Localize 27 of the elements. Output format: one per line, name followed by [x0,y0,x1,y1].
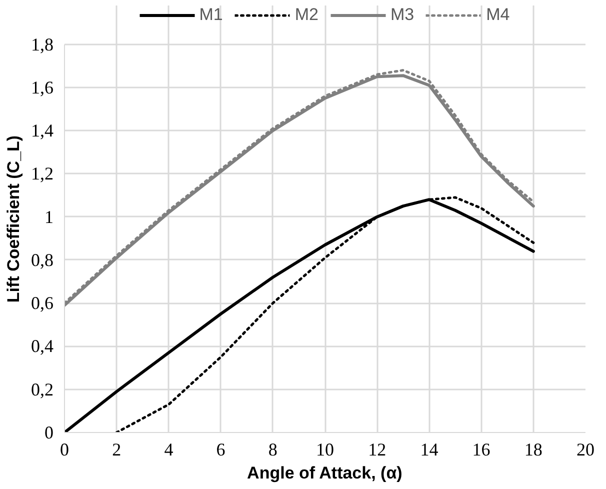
x-tick-label: 8 [268,440,278,460]
x-tick-label: 2 [112,440,122,460]
x-tick-label: 12 [368,440,386,460]
y-tick-label: 0,6 [31,293,54,314]
legend-label: M4 [486,5,510,25]
x-tick-label: 0 [60,440,69,460]
x-tick-label: 18 [524,440,542,460]
legend-label: M1 [199,5,223,25]
x-tick-label: 16 [472,440,490,460]
y-tick-label: 1,8 [31,34,54,54]
y-tick-label: 1 [44,206,54,227]
y-tick-label: 0,2 [31,379,54,400]
x-tick-label: 10 [316,440,334,460]
y-tick-label: 1,4 [31,120,54,141]
legend-label: M2 [294,5,318,25]
x-tick-label: 4 [164,440,174,460]
y-tick-label: 0,4 [31,336,54,356]
legend-label: M3 [390,5,414,25]
y-tick-label: 0,8 [31,250,54,270]
x-tick-label: 20 [576,440,594,460]
x-axis-title: Angle of Attack, (α) [247,464,402,482]
x-tick-label: 14 [420,440,438,460]
x-tick-label: 6 [216,440,226,460]
y-tick-label: 1,2 [31,164,54,184]
y-tick-label: 0 [44,422,54,442]
y-axis-title: Lift Coefficient (C_L) [4,135,23,303]
y-tick-label: 1,6 [31,77,54,98]
